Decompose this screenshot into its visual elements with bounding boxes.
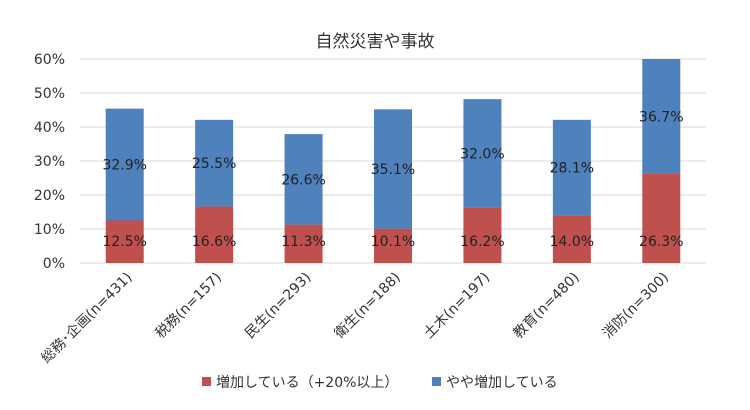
bar-increase bbox=[552, 215, 591, 263]
bar-slight-increase bbox=[463, 99, 502, 208]
data-label: 32.9% bbox=[102, 158, 146, 174]
data-label: 16.6% bbox=[192, 234, 236, 250]
data-label: 36.7% bbox=[639, 109, 683, 125]
bar-slight-increase bbox=[374, 109, 412, 229]
category-label: 衛生(n=188) bbox=[332, 270, 404, 342]
y-tick-label: 40% bbox=[34, 120, 65, 136]
data-label: 14.0% bbox=[550, 234, 594, 250]
legend-label: やや増加している bbox=[446, 375, 558, 391]
data-label: 35.1% bbox=[371, 162, 415, 178]
legend-label: 増加している（+20%以上） bbox=[216, 375, 398, 391]
category-label: 教育(n=480) bbox=[510, 270, 582, 342]
bar-increase bbox=[284, 224, 323, 263]
bar-slight-increase bbox=[195, 119, 234, 207]
data-labels: 12.5% 32.9% 16.6% 25.5% 11.3% 26.6% 10.1% 35.1%… bbox=[102, 109, 683, 250]
legend-swatch bbox=[432, 377, 441, 386]
category-label: 税務(n=157) bbox=[153, 270, 225, 342]
bar-slight-increase bbox=[552, 119, 591, 216]
x-axis-categories: 総務･企画(n=431) 税務(n=157) 民生(n=293) 衛生(n=188) 土… bbox=[38, 269, 672, 367]
data-label: 32.0% bbox=[460, 147, 504, 163]
bars bbox=[105, 59, 681, 263]
data-label: 26.6% bbox=[281, 172, 325, 188]
category-label: 総務･企画(n=431) bbox=[38, 269, 136, 367]
chart-title: 自然災害や事故 bbox=[316, 32, 435, 52]
bar-increase bbox=[642, 173, 681, 263]
bar-increase bbox=[105, 220, 144, 263]
legend: 増加している（+20%以上） やや増加している bbox=[202, 375, 558, 391]
bar-increase bbox=[374, 228, 412, 263]
y-tick-label: 20% bbox=[34, 188, 65, 204]
bar-increase bbox=[195, 206, 234, 263]
data-label: 12.5% bbox=[102, 234, 146, 250]
data-label: 11.3% bbox=[281, 234, 325, 250]
y-tick-label: 30% bbox=[34, 154, 65, 170]
data-label: 16.2% bbox=[460, 234, 504, 250]
category-label: 民生(n=293) bbox=[242, 270, 314, 342]
legend-swatch bbox=[202, 377, 211, 386]
data-label: 26.3% bbox=[639, 234, 683, 250]
bar-slight-increase bbox=[284, 134, 323, 225]
y-axis-ticks: 0% 10% 20% 30% 40% 50% 60% bbox=[34, 52, 65, 272]
y-tick-label: 10% bbox=[34, 222, 65, 238]
category-label: 消防(n=300) bbox=[600, 270, 672, 342]
data-label: 28.1% bbox=[550, 161, 594, 177]
data-label: 25.5% bbox=[192, 156, 236, 172]
y-tick-label: 50% bbox=[34, 86, 65, 102]
y-tick-label: 0% bbox=[43, 256, 65, 272]
bar-slight-increase bbox=[642, 59, 681, 174]
y-tick-label: 60% bbox=[34, 52, 65, 68]
data-label: 10.1% bbox=[371, 234, 415, 250]
category-label: 土木(n=197) bbox=[421, 270, 493, 342]
bar-increase bbox=[463, 207, 502, 263]
bar-slight-increase bbox=[105, 108, 144, 221]
